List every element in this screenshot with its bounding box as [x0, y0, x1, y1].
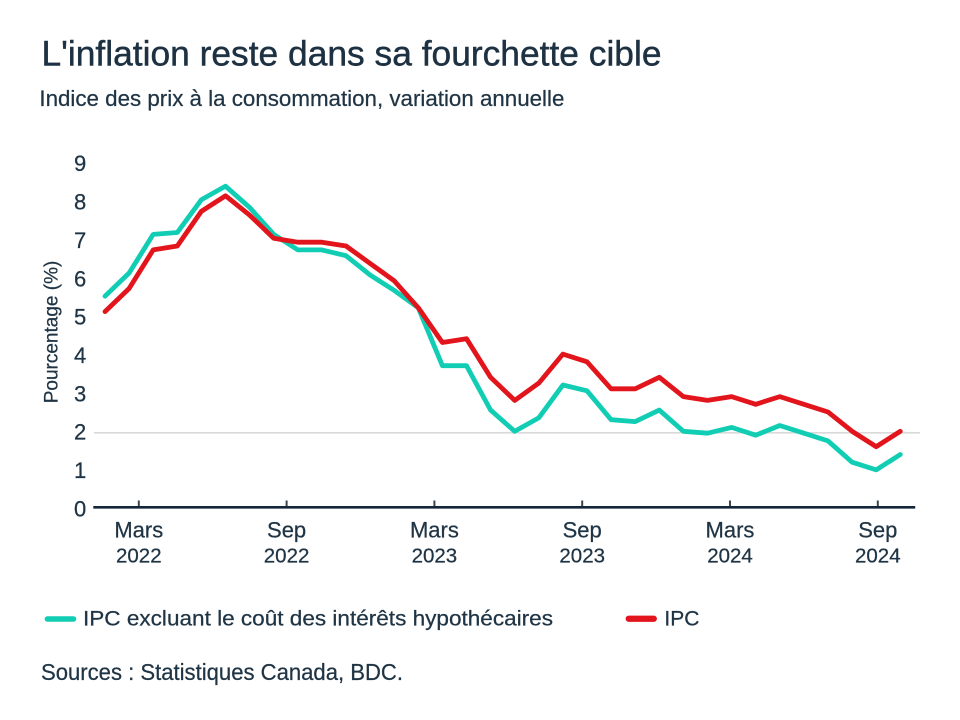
svg-text:4: 4 — [74, 343, 86, 368]
svg-text:2023: 2023 — [559, 545, 605, 568]
svg-text:6: 6 — [74, 266, 86, 291]
svg-text:Indice des prix à la consommat: Indice des prix à la consommation, varia… — [39, 86, 564, 111]
svg-text:2: 2 — [74, 420, 86, 445]
svg-text:Sources : Statistiques Canada,: Sources : Statistiques Canada, BDC. — [41, 659, 403, 685]
svg-text:3: 3 — [74, 381, 86, 406]
svg-text:7: 7 — [74, 228, 86, 253]
svg-text:Sep: Sep — [563, 518, 602, 543]
svg-text:Mars: Mars — [114, 518, 163, 543]
svg-text:8: 8 — [74, 190, 86, 215]
svg-text:Sep: Sep — [858, 518, 897, 543]
svg-text:5: 5 — [74, 305, 86, 330]
svg-text:Mars: Mars — [410, 518, 459, 543]
svg-text:Mars: Mars — [706, 518, 755, 543]
svg-text:2022: 2022 — [116, 545, 162, 568]
svg-text:2024: 2024 — [707, 545, 753, 568]
svg-text:IPC excluant le coût des intér: IPC excluant le coût des intérêts hypoth… — [83, 607, 553, 630]
svg-text:1: 1 — [74, 458, 86, 483]
svg-text:L'inflation reste dans sa four: L'inflation reste dans sa fourchette cib… — [42, 35, 662, 74]
svg-text:2022: 2022 — [264, 545, 310, 568]
svg-text:9: 9 — [74, 151, 86, 176]
svg-text:2024: 2024 — [855, 545, 901, 568]
svg-text:0: 0 — [74, 496, 86, 521]
svg-text:Pourcentage (%): Pourcentage (%) — [42, 261, 63, 404]
svg-text:2023: 2023 — [412, 545, 458, 568]
svg-text:IPC: IPC — [664, 607, 699, 630]
svg-text:Sep: Sep — [267, 518, 306, 543]
